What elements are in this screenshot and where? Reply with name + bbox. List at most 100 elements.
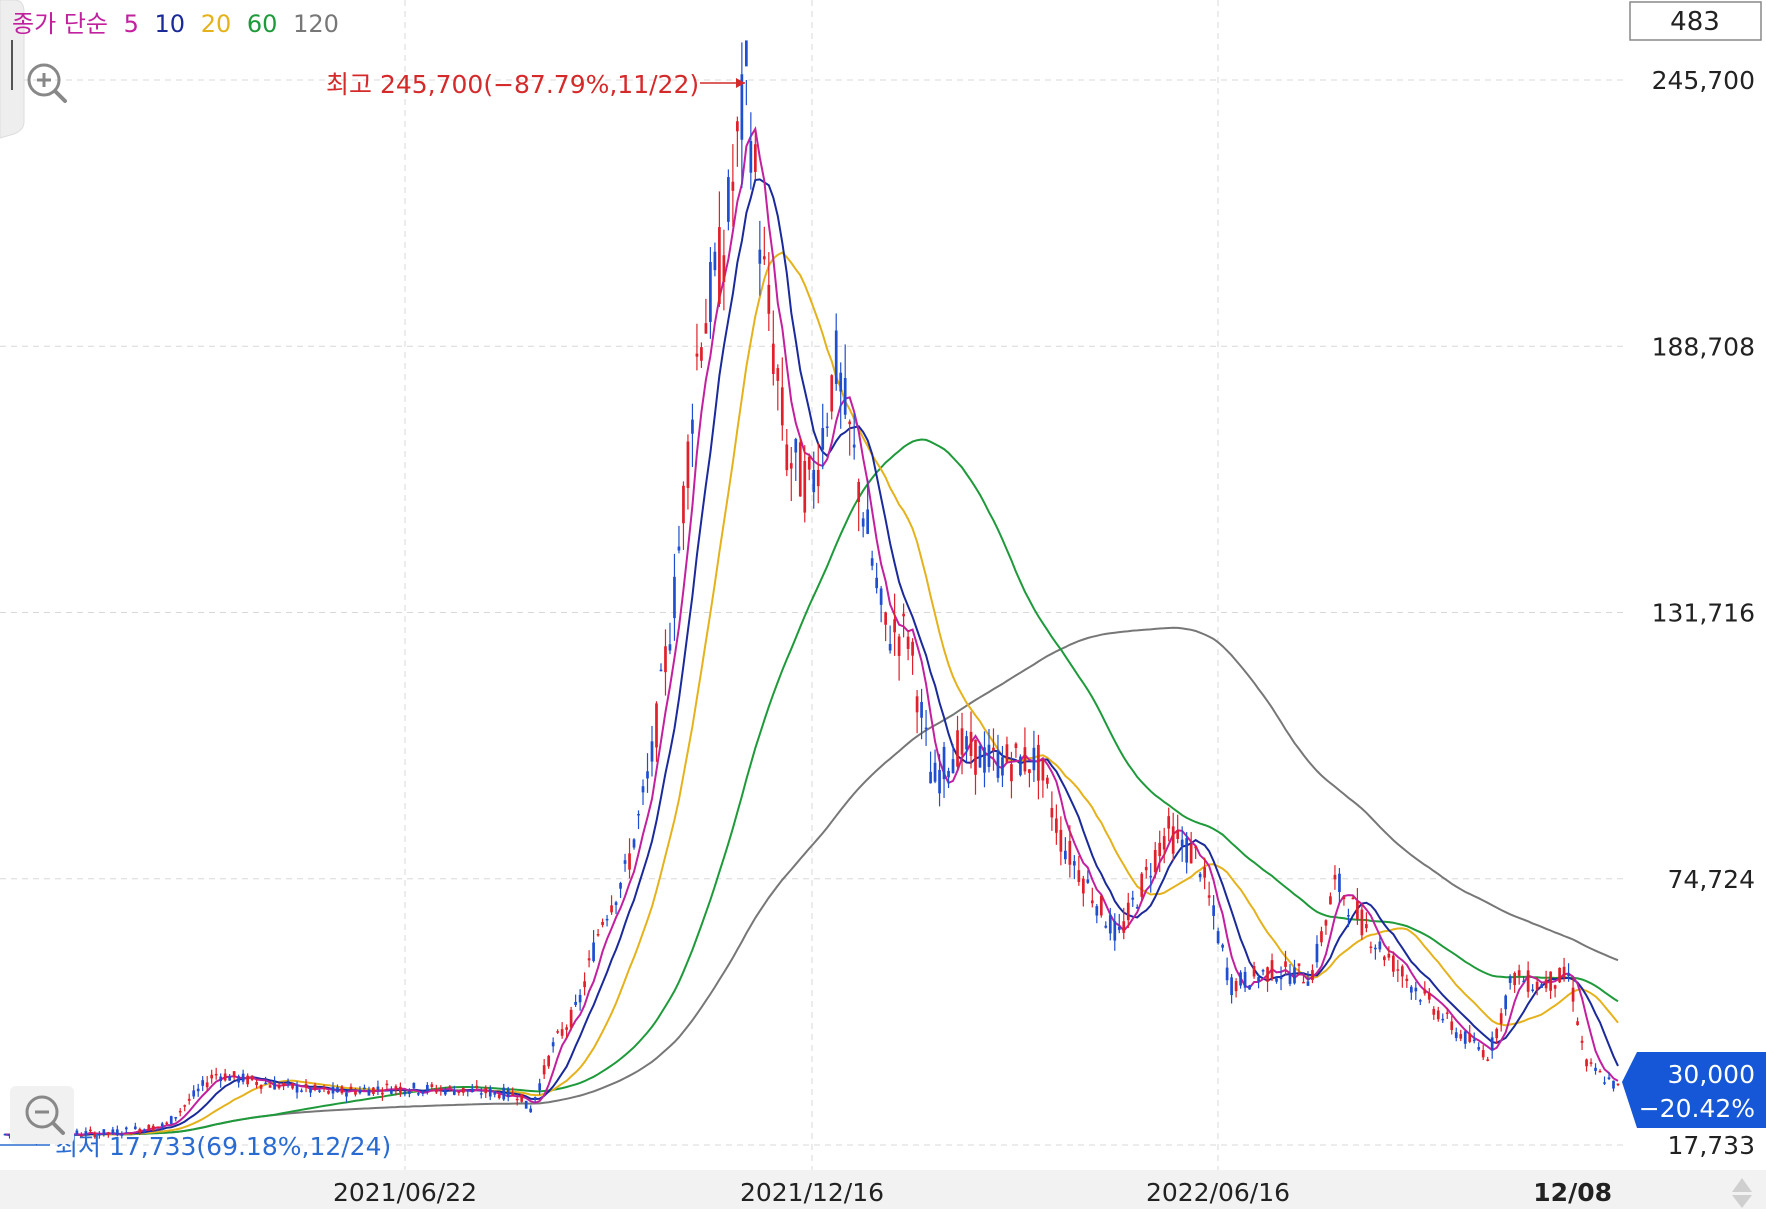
candle-body — [1234, 981, 1238, 992]
candle-body — [951, 759, 955, 774]
candle-body — [1149, 875, 1153, 878]
candle-body — [592, 942, 595, 962]
candle-body — [1153, 849, 1157, 873]
x-tick-label: 2022/06/16 — [1146, 1178, 1290, 1207]
candle-body — [1414, 987, 1418, 992]
candle-body — [969, 731, 973, 756]
candle-body — [1176, 830, 1180, 839]
current-price-badge: 30,000 −20.42% — [1622, 1052, 1766, 1128]
candle-body — [821, 428, 825, 450]
candle-body — [1558, 967, 1561, 983]
candle-body — [1099, 895, 1103, 916]
candle-body — [142, 1129, 146, 1133]
candle-body — [93, 1132, 97, 1138]
candle-body — [947, 770, 950, 778]
candle-body — [286, 1080, 290, 1083]
candle-body — [1108, 915, 1112, 934]
candle-body — [1081, 878, 1085, 894]
candle-body — [1113, 921, 1117, 941]
candle-body — [479, 1093, 483, 1095]
candle-body — [983, 747, 986, 773]
candle-body — [1365, 924, 1368, 929]
candle-body — [493, 1091, 497, 1095]
candle-body — [920, 701, 923, 718]
candle-body — [1576, 1021, 1579, 1026]
candle-body — [1055, 818, 1058, 833]
candle-body — [1293, 967, 1296, 984]
candle-body — [1567, 974, 1570, 976]
candle-body — [1513, 972, 1517, 986]
candle-body — [327, 1090, 330, 1094]
up-down-arrows-icon[interactable] — [1732, 1178, 1752, 1208]
candle-body — [1144, 866, 1148, 871]
candle-body — [623, 860, 627, 864]
candle-body — [610, 905, 613, 913]
candle-body — [803, 460, 807, 513]
zoom-out-icon[interactable] — [10, 1086, 74, 1144]
candle-body — [214, 1073, 218, 1076]
candle-body — [1383, 956, 1386, 961]
y-axis-panel — [1625, 0, 1766, 1170]
candle-body — [1607, 1077, 1611, 1080]
candle-body — [1117, 926, 1121, 930]
candle-body — [709, 261, 712, 322]
candle-body — [408, 1091, 411, 1094]
candle-body — [1427, 992, 1431, 1000]
candle-body — [1486, 1059, 1490, 1061]
candle-body — [1329, 896, 1332, 905]
legend-ma5: 5 — [124, 10, 139, 38]
zoom-in-icon[interactable] — [27, 63, 67, 103]
candle-body — [560, 1029, 564, 1036]
candle-body — [1252, 966, 1256, 977]
candle-body — [1598, 1070, 1602, 1073]
candle-body — [825, 426, 829, 428]
candle-body — [749, 141, 753, 173]
candle-body — [1032, 747, 1036, 771]
candle-body — [241, 1073, 245, 1082]
candle-body — [84, 1131, 88, 1136]
candle-body — [264, 1082, 267, 1085]
candle-body — [3, 1133, 7, 1136]
candle-body — [1553, 985, 1557, 989]
candle-body — [165, 1122, 169, 1125]
candle-body — [776, 368, 780, 381]
candle-body — [443, 1089, 447, 1095]
candle-body — [1441, 1018, 1445, 1021]
candle-body — [731, 181, 735, 191]
y-tick-label: 17,733 — [1668, 1131, 1755, 1160]
candle-body — [169, 1116, 173, 1124]
candle-body — [475, 1085, 479, 1088]
candle-body — [933, 762, 937, 782]
candle-body — [1423, 989, 1427, 994]
candle-body — [1360, 909, 1364, 936]
candle-body — [385, 1083, 389, 1086]
candle-body — [1225, 967, 1229, 981]
candle-body — [133, 1126, 137, 1130]
candle-body — [987, 744, 991, 767]
candle-body — [1418, 1000, 1422, 1002]
grid-lines — [0, 0, 1625, 1170]
candle-body — [1454, 1032, 1458, 1038]
candle-body — [578, 994, 582, 1003]
candle-body — [1387, 953, 1391, 958]
candle-body — [587, 958, 591, 961]
candle-body — [318, 1090, 321, 1092]
candle-body — [228, 1076, 232, 1081]
candle-body — [425, 1085, 429, 1092]
candle-body — [502, 1087, 506, 1100]
candle-body — [1297, 963, 1301, 967]
candle-body — [682, 485, 685, 524]
candle-body — [147, 1124, 151, 1131]
candle-body — [650, 741, 654, 762]
top-value: 483 — [1670, 7, 1720, 37]
candle-body — [1077, 870, 1081, 882]
ma10-line — [4, 178, 1619, 1137]
candle-body — [533, 1097, 537, 1100]
candle-body — [1001, 757, 1004, 776]
candle-body — [1400, 966, 1404, 977]
candle-body — [1243, 971, 1247, 988]
candle-body — [336, 1087, 339, 1093]
candle-body — [1167, 816, 1171, 829]
candle-body — [124, 1127, 128, 1130]
candle-body — [1549, 971, 1552, 991]
